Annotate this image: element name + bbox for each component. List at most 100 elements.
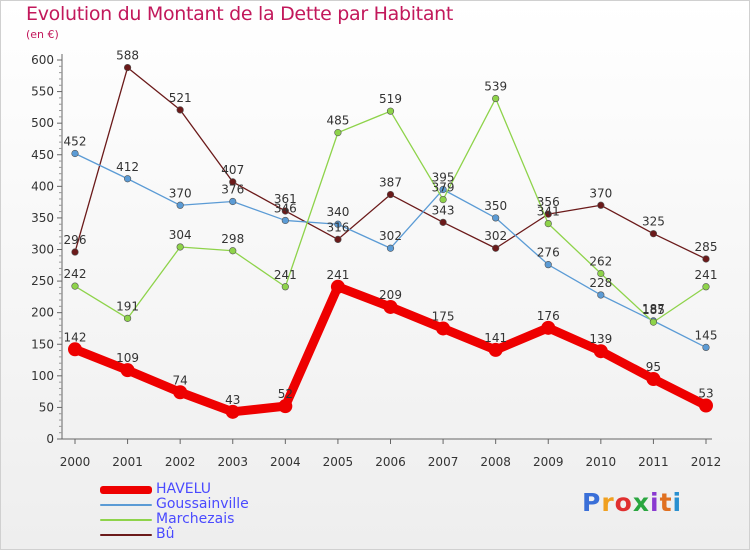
legend-label: Goussainville (156, 496, 249, 512)
data-point (702, 255, 710, 263)
data-point (436, 321, 451, 336)
legend: HAVELU Goussainville Marchezais Bû (100, 482, 249, 542)
data-label: 485 (326, 114, 349, 128)
proxiti-logo: Proxiti (582, 488, 683, 517)
data-label: 43 (225, 393, 240, 407)
data-label: 521 (169, 91, 192, 105)
data-point (176, 201, 184, 209)
data-point (597, 201, 605, 209)
data-point (597, 291, 605, 299)
data-label: 376 (221, 182, 244, 196)
data-label: 452 (64, 134, 87, 148)
legend-label: Marchezais (156, 511, 235, 527)
data-point (120, 363, 135, 378)
data-label: 302 (379, 229, 402, 243)
data-point (492, 94, 500, 103)
data-point (386, 190, 395, 199)
y-tick-label: 0 (46, 432, 54, 446)
data-label: 175 (432, 309, 455, 323)
data-point (334, 220, 342, 228)
data-point (71, 282, 79, 290)
data-point (278, 399, 293, 414)
y-tick-label: 450 (31, 148, 54, 162)
legend-item: HAVELU (100, 482, 249, 497)
data-point (330, 279, 345, 294)
legend-item: Goussainville (100, 497, 249, 512)
data-label: 262 (589, 255, 612, 269)
data-label: 340 (326, 205, 349, 219)
legend-label: Bû (156, 526, 175, 542)
data-label: 316 (326, 220, 349, 234)
data-label: 139 (589, 332, 612, 346)
data-label: 304 (169, 228, 192, 242)
x-tick-label: 2006 (375, 455, 406, 469)
data-label: 370 (589, 186, 612, 200)
data-point (123, 314, 132, 322)
data-label: 395 (432, 170, 455, 184)
x-tick-label: 2005 (323, 455, 354, 469)
data-point (71, 149, 79, 158)
legend-item: Marchezais (100, 512, 249, 527)
data-point (229, 178, 237, 186)
chart-title: Evolution du Montant de la Dette par Hab… (26, 3, 454, 25)
data-point (281, 207, 289, 215)
data-label: 346 (274, 201, 297, 215)
data-label: 176 (537, 309, 560, 323)
y-tick-label: 400 (31, 179, 54, 193)
data-label: 296 (64, 233, 87, 247)
data-label: 95 (646, 360, 661, 374)
data-label: 341 (537, 205, 560, 219)
data-point (488, 342, 503, 357)
data-label: 361 (274, 192, 297, 206)
x-tick-label: 2004 (270, 455, 301, 469)
data-label: 191 (116, 299, 139, 313)
data-point (71, 248, 79, 256)
data-label: 141 (484, 331, 507, 345)
data-point (383, 299, 398, 314)
data-point (439, 195, 447, 204)
y-tick-label: 350 (31, 211, 54, 225)
data-point (646, 371, 661, 386)
data-label: 407 (221, 163, 244, 177)
chart-unit: (en €) (26, 28, 59, 41)
data-label: 343 (432, 203, 455, 217)
data-point (123, 175, 132, 183)
data-point (173, 385, 188, 400)
x-tick-label: 2011 (638, 455, 669, 469)
data-point (225, 404, 240, 419)
data-point (649, 230, 658, 238)
x-tick-label: 2007 (428, 455, 459, 469)
y-tick-label: 550 (31, 85, 54, 99)
data-label: 356 (537, 195, 560, 209)
y-tick-label: 50 (39, 400, 54, 414)
y-tick-label: 300 (31, 243, 54, 257)
data-point (649, 318, 658, 326)
data-label: 298 (221, 232, 244, 246)
data-point (176, 243, 184, 251)
data-label: 350 (484, 199, 507, 213)
legend-swatch (100, 533, 152, 536)
data-point (334, 129, 342, 137)
data-label: 370 (169, 186, 192, 200)
data-point (492, 244, 500, 252)
legend-swatch (100, 503, 152, 506)
data-point (123, 63, 132, 72)
data-label: 241 (274, 268, 297, 282)
x-tick-label: 2012 (691, 455, 722, 469)
y-tick-label: 150 (31, 337, 54, 351)
data-point (386, 107, 395, 115)
x-tick-label: 2000 (60, 455, 91, 469)
data-label: 276 (537, 246, 560, 260)
data-point (593, 344, 608, 359)
data-point (702, 283, 710, 291)
x-tick-label: 2003 (217, 455, 248, 469)
data-label: 109 (116, 351, 139, 365)
data-label: 285 (695, 240, 718, 254)
data-label: 187 (642, 302, 665, 316)
data-point (229, 197, 237, 206)
data-label: 379 (432, 181, 455, 195)
legend-swatch (100, 485, 152, 494)
data-point (439, 218, 447, 226)
data-label: 519 (379, 92, 402, 106)
